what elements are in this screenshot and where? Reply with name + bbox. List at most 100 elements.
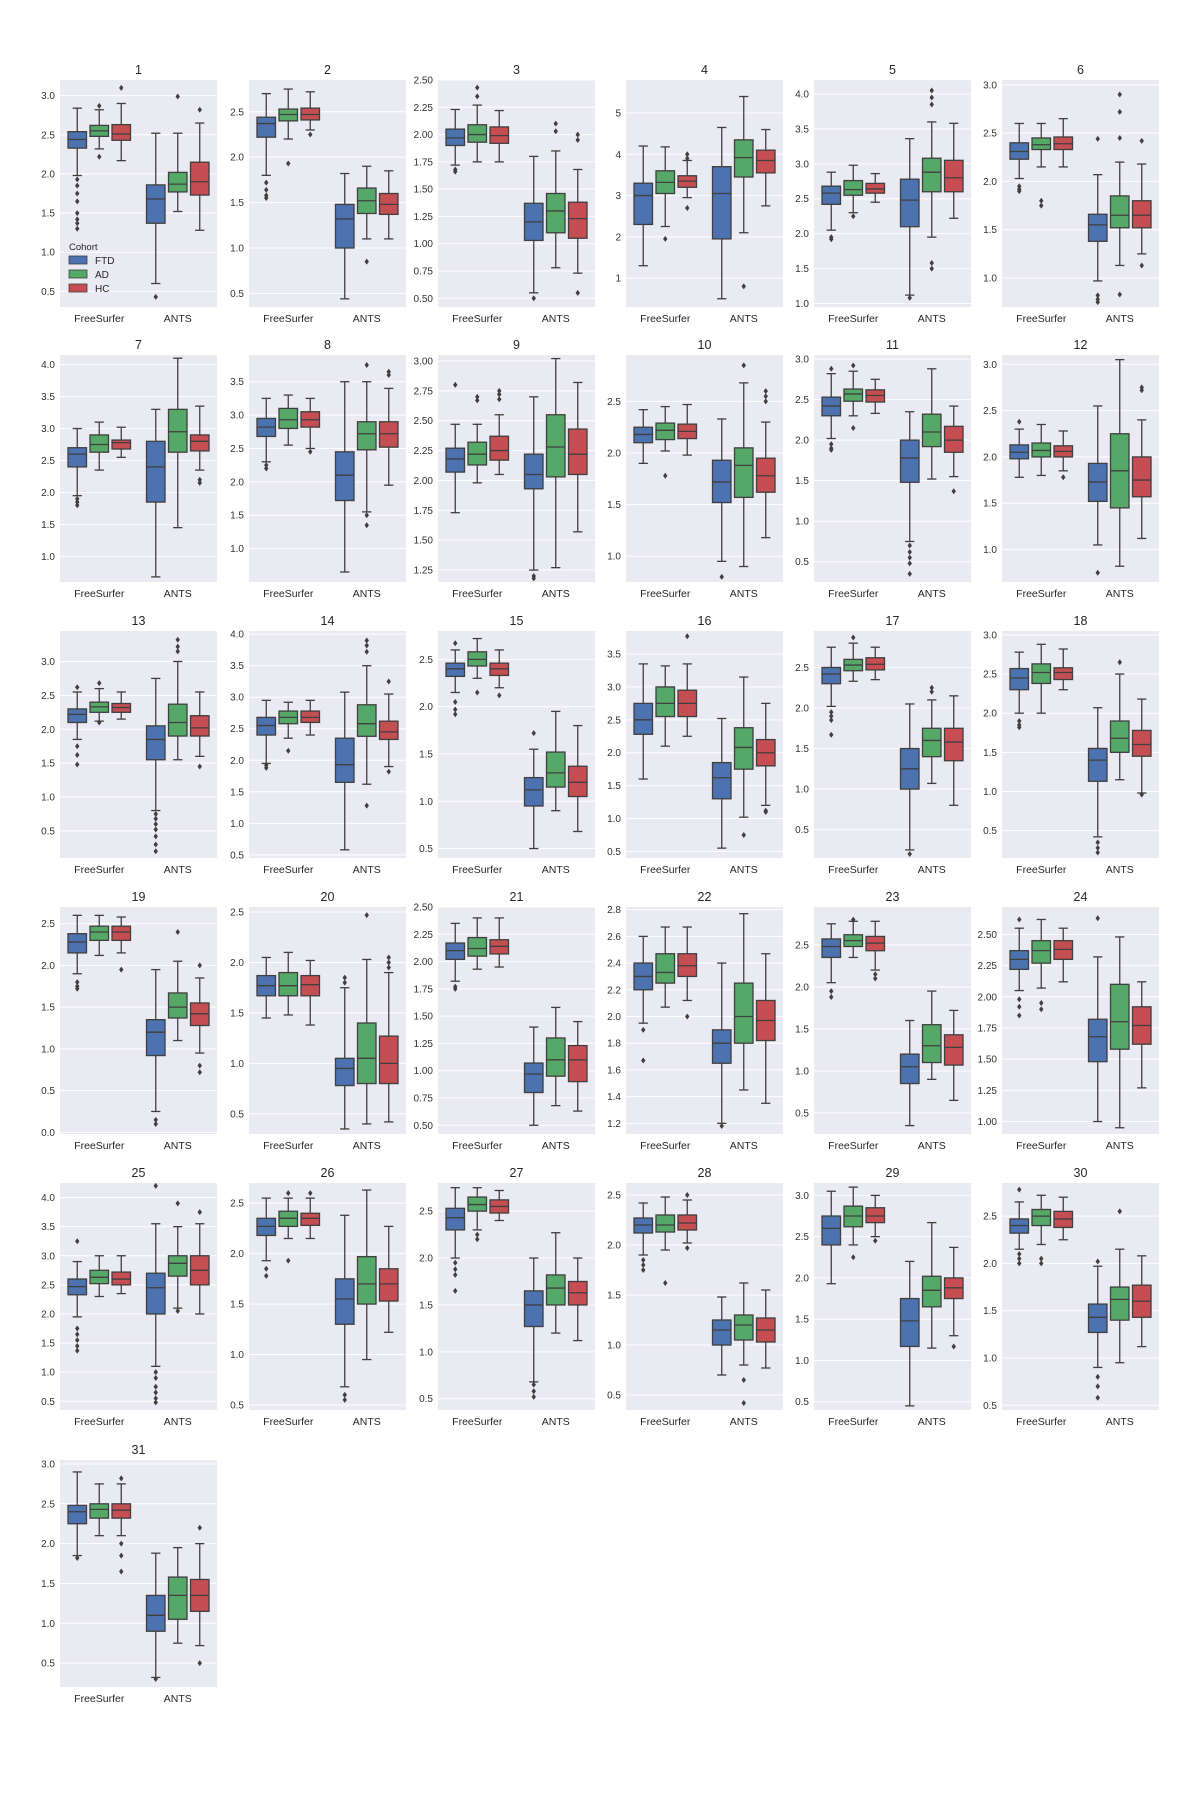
x-tick-label: ANTS bbox=[730, 588, 758, 600]
legend: Cohort FTD AD HC bbox=[68, 242, 114, 295]
flier-point bbox=[1017, 1012, 1022, 1019]
box-ants-ftd bbox=[711, 1296, 732, 1376]
box-iqr bbox=[145, 184, 166, 224]
flier-point bbox=[97, 153, 102, 160]
flier-point bbox=[553, 128, 558, 135]
plot-background bbox=[249, 907, 406, 1134]
box-ants-ad bbox=[921, 1221, 942, 1349]
panel-title: 28 bbox=[698, 1166, 712, 1180]
box-freesurfer-ad bbox=[278, 951, 299, 1016]
flier-point bbox=[75, 225, 80, 232]
y-tick-label: 1.75 bbox=[414, 157, 434, 168]
flier-point bbox=[851, 634, 856, 641]
flier-point bbox=[1095, 1383, 1100, 1390]
flier-point bbox=[575, 137, 580, 144]
box-ants-ftd bbox=[145, 677, 166, 855]
box-iqr bbox=[633, 182, 654, 226]
box-freesurfer-hc bbox=[300, 699, 321, 736]
flier-point bbox=[475, 93, 480, 100]
flier-point bbox=[531, 575, 536, 582]
flier-point bbox=[453, 640, 458, 647]
flier-point bbox=[685, 1013, 690, 1020]
flier-point bbox=[1095, 1258, 1100, 1265]
box-iqr bbox=[655, 1214, 676, 1233]
box-freesurfer-ftd bbox=[67, 1238, 88, 1354]
flier-point bbox=[453, 698, 458, 705]
x-tick-label: FreeSurfer bbox=[263, 588, 314, 600]
box-ants-ad bbox=[545, 357, 566, 569]
flier-point bbox=[264, 462, 269, 469]
panel-11: 0.5 1.0 1.5 2.0 2.5 3.0 11 FreeSurfer ANTS bbox=[795, 338, 971, 600]
flier-point bbox=[97, 680, 102, 687]
box-freesurfer-hc bbox=[489, 109, 510, 163]
x-tick-label: FreeSurfer bbox=[828, 864, 879, 876]
box-freesurfer-hc bbox=[677, 403, 698, 456]
box-ants-ftd bbox=[145, 1182, 166, 1406]
flier-point bbox=[286, 1257, 291, 1264]
box-ants-hc bbox=[189, 106, 210, 231]
box-freesurfer-ftd bbox=[67, 1471, 88, 1561]
box-freesurfer-ad bbox=[655, 1196, 676, 1286]
y-tick-label: 3.5 bbox=[41, 1222, 55, 1233]
y-tick-label: 1.5 bbox=[983, 748, 997, 759]
box-ants-ftd bbox=[1087, 135, 1108, 306]
y-tick-label: 2.5 bbox=[230, 724, 244, 735]
box-iqr bbox=[300, 974, 321, 997]
y-tick-label: 1.5 bbox=[795, 476, 809, 487]
y-tick-label: 1.0 bbox=[795, 1356, 809, 1367]
y-tick-label: 1.0 bbox=[419, 1347, 433, 1358]
flier-point bbox=[386, 678, 391, 685]
flier-point bbox=[663, 235, 668, 242]
flier-point bbox=[663, 472, 668, 479]
box-freesurfer-ftd bbox=[445, 922, 466, 992]
box-ants-ad bbox=[733, 362, 754, 568]
flier-point bbox=[386, 954, 391, 961]
flier-point bbox=[829, 441, 834, 448]
flier-point bbox=[197, 1209, 202, 1216]
panel-13: 0.5 1.0 1.5 2.0 2.5 3.0 13 FreeSurfer ANTS bbox=[41, 614, 217, 876]
flier-point bbox=[342, 1391, 347, 1398]
panel-title: 12 bbox=[1074, 338, 1088, 352]
flier-point bbox=[197, 479, 202, 486]
box-freesurfer-ftd bbox=[633, 409, 654, 464]
y-tick-label: 3 bbox=[615, 191, 621, 202]
box-iqr bbox=[865, 182, 886, 194]
flier-point bbox=[553, 120, 558, 127]
box-freesurfer-hc bbox=[1053, 927, 1074, 983]
x-tick-label: ANTS bbox=[353, 1416, 381, 1428]
box-freesurfer-hc bbox=[1053, 648, 1074, 691]
box-ants-hc bbox=[755, 1289, 776, 1369]
y-tick-label: 2.5 bbox=[795, 663, 809, 674]
x-tick-label: ANTS bbox=[918, 864, 946, 876]
flier-point bbox=[1039, 1255, 1044, 1262]
box-iqr bbox=[167, 408, 188, 453]
flier-point bbox=[286, 160, 291, 167]
y-tick-label: 1.0 bbox=[41, 1368, 55, 1379]
y-tick-label: 2.5 bbox=[607, 397, 621, 408]
y-tick-label: 2.50 bbox=[978, 930, 998, 941]
y-tick-label: 1.5 bbox=[419, 1300, 433, 1311]
flier-point bbox=[641, 1257, 646, 1263]
box-ants-hc bbox=[378, 1225, 399, 1333]
flier-point bbox=[386, 964, 391, 971]
x-tick-label: FreeSurfer bbox=[1016, 1416, 1067, 1428]
y-tick-label: 1.0 bbox=[41, 1619, 55, 1630]
flier-point bbox=[119, 1540, 124, 1547]
box-ants-ad bbox=[545, 710, 566, 812]
box-ants-ftd bbox=[145, 132, 166, 300]
legend-swatch-ad bbox=[68, 269, 88, 279]
box-iqr bbox=[356, 1255, 377, 1305]
flier-point bbox=[1117, 659, 1122, 666]
box-ants-ftd bbox=[523, 396, 544, 582]
flier-point bbox=[153, 1383, 158, 1390]
flier-point bbox=[763, 388, 768, 395]
box-freesurfer-ftd bbox=[445, 1187, 466, 1294]
y-tick-label: 2 bbox=[615, 232, 621, 243]
x-tick-label: FreeSurfer bbox=[263, 313, 314, 325]
y-tick-label: 1.5 bbox=[983, 499, 997, 510]
flier-point bbox=[364, 802, 369, 809]
y-tick-label: 2.0 bbox=[419, 1254, 433, 1265]
box-freesurfer-hc bbox=[865, 920, 886, 982]
panel-3: 0.50 0.75 1.00 1.25 1.50 1.75 2.00 2.25 2.50 3 Fre… bbox=[414, 63, 595, 325]
